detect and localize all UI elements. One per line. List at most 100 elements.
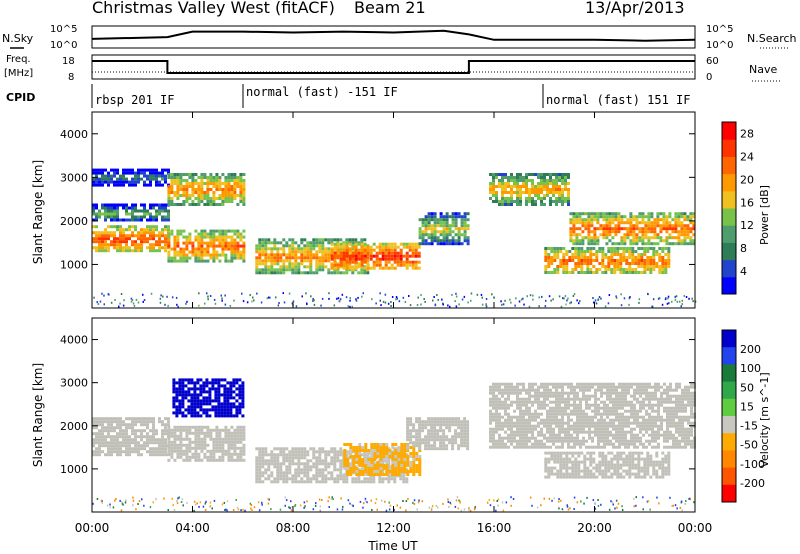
heatmap-cell: [561, 430, 564, 434]
heatmap-cell: [315, 477, 319, 481]
heatmap-cell: [318, 462, 322, 466]
heatmap-cell: [580, 253, 584, 256]
heatmap-cell: [561, 176, 564, 179]
heatmap-cell: [343, 443, 347, 446]
heatmap-cell: [439, 218, 443, 222]
heatmap-cell: [634, 262, 638, 265]
heatmap-cell: [209, 256, 213, 260]
heatmap-cell: [101, 432, 104, 436]
heatmap-cell: [589, 259, 593, 262]
noise-cell: [437, 298, 439, 301]
heatmap-cell: [613, 253, 617, 256]
heatmap-cell: [104, 180, 107, 184]
heatmap-cell: [661, 256, 665, 259]
heatmap-cell: [239, 191, 243, 194]
heatmap-cell: [561, 382, 564, 386]
heatmap-cell: [549, 391, 552, 395]
heatmap-cell: [683, 224, 687, 228]
heatmap-cell: [405, 245, 409, 249]
heatmap-cell: [537, 391, 540, 395]
heatmap-cell: [345, 266, 349, 270]
heatmap-cell: [556, 253, 560, 256]
heatmap-cell: [241, 390, 245, 394]
heatmap-cell: [330, 477, 334, 481]
heatmap-cell: [522, 445, 525, 449]
heatmap-cell: [561, 391, 564, 395]
heatmap-cell: [200, 458, 204, 462]
heatmap-cell: [583, 262, 587, 265]
heatmap-cell: [291, 456, 295, 460]
heatmap-cell: [95, 435, 98, 439]
heatmap-cell: [364, 467, 368, 470]
heatmap-cell: [349, 467, 353, 470]
heatmap-cell: [363, 242, 367, 246]
heatmap-cell: [643, 268, 647, 271]
heatmap-cell: [101, 429, 104, 433]
heatmap-cell: [567, 403, 570, 407]
heatmap-cell: [113, 444, 116, 448]
heatmap-cell: [585, 412, 588, 416]
heatmap-cell: [104, 174, 107, 178]
heatmap-cell: [351, 480, 355, 484]
cpid-segment-2: normal (fast) -151 IF: [246, 85, 398, 99]
heatmap-cell: [513, 424, 516, 428]
heatmap-cell: [330, 257, 334, 261]
heatmap-cell: [507, 436, 510, 440]
heatmap-cell: [288, 265, 292, 269]
heatmap-cell: [288, 456, 292, 460]
heatmap-cell: [312, 474, 316, 478]
heatmap-cell: [107, 426, 110, 430]
heatmap-cell: [498, 173, 501, 176]
heatmap-cell: [258, 244, 262, 248]
heatmap-cell: [122, 206, 125, 210]
heatmap-cell: [191, 253, 195, 257]
heatmap-cell: [513, 433, 516, 437]
heatmap-cell: [143, 441, 146, 445]
heatmap-cell: [110, 447, 113, 451]
heatmap-cell: [596, 215, 600, 219]
heatmap-cell: [110, 234, 113, 238]
heatmap-cell: [656, 236, 660, 240]
noise-cell: [233, 299, 235, 302]
noise-cell: [538, 296, 540, 299]
heatmap-cell: [92, 453, 95, 457]
heatmap-cell: [194, 173, 198, 176]
heatmap-cell: [236, 434, 240, 438]
heatmap-cell: [182, 179, 186, 182]
heatmap-cell: [582, 436, 585, 440]
heatmap-cell: [626, 221, 630, 225]
heatmap-cell: [294, 265, 298, 269]
heatmap-cell: [510, 400, 513, 404]
noise-cell: [101, 292, 103, 295]
heatmap-cell: [653, 233, 657, 237]
heatmap-cell: [197, 443, 201, 447]
noise-cell: [132, 302, 135, 305]
heatmap-cell: [95, 168, 98, 172]
heatmap-cell: [641, 236, 645, 240]
heatmap-cell: [173, 182, 177, 185]
heatmap-cell: [197, 425, 201, 429]
heatmap-cell: [575, 215, 579, 219]
heatmap-cell: [549, 421, 552, 425]
heatmap-cell: [119, 435, 122, 439]
heatmap-cell: [191, 191, 195, 194]
heatmap-cell: [546, 445, 549, 449]
heatmap-cell: [620, 236, 624, 240]
heatmap-cell: [134, 225, 137, 229]
heatmap-cell: [390, 257, 394, 261]
heatmap-cell: [576, 415, 579, 419]
heatmap-cell: [492, 191, 495, 194]
heatmap-cell: [570, 445, 573, 449]
heatmap-cell: [357, 480, 361, 484]
heatmap-cell: [264, 447, 268, 451]
heatmap-cell: [489, 412, 492, 416]
heatmap-cell: [273, 477, 277, 481]
heatmap-cell: [640, 253, 644, 256]
power-colorbar-swatch: [722, 139, 736, 157]
heatmap-cell: [333, 254, 337, 258]
heatmap-cell: [224, 241, 228, 245]
heatmap-cell: [387, 468, 391, 472]
heatmap-cell: [562, 265, 566, 268]
heatmap-cell: [131, 212, 134, 216]
heatmap-cell: [208, 390, 212, 394]
